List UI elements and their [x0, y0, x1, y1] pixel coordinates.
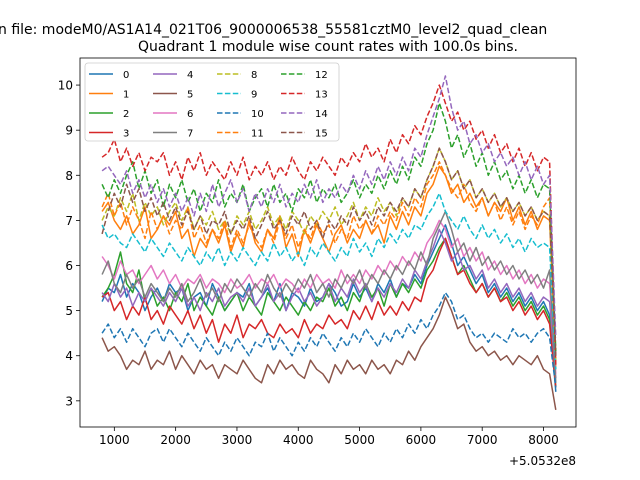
series-line-7: [101, 210, 557, 383]
x-tick-label: 2000: [160, 433, 191, 447]
legend-label-6: 6: [187, 109, 193, 120]
legend-frame: [84, 62, 340, 142]
legend-label-15: 15: [315, 129, 328, 140]
series-line-10: [101, 291, 557, 388]
x-tick-label: 6000: [406, 433, 437, 447]
y-tick-label: 5: [65, 304, 73, 318]
legend-label-11: 11: [251, 129, 264, 140]
legend-label-12: 12: [315, 70, 328, 81]
series-line-15: [101, 147, 557, 356]
legend-label-1: 1: [123, 90, 129, 101]
y-tick-label: 10: [58, 79, 73, 93]
legend-label-0: 0: [123, 70, 129, 81]
series-layer: [101, 75, 557, 411]
x-offset-label: +5.0532e8: [509, 454, 576, 468]
x-tick-label: 5000: [344, 433, 375, 447]
legend-label-14: 14: [315, 109, 328, 120]
series-line-9: [101, 192, 557, 370]
series-line-5: [101, 296, 557, 411]
y-tick-label: 6: [65, 259, 73, 273]
legend-label-4: 4: [187, 70, 193, 81]
legend-label-5: 5: [187, 90, 193, 101]
series-line-11: [101, 161, 557, 356]
figure-suptitle: n file: modeM0/AS1A14_021T06_9000006538_…: [0, 22, 547, 38]
series-line-4: [101, 228, 557, 379]
chart-title: Quadrant 1 module wise count rates with …: [138, 39, 518, 55]
y-tick-label: 8: [65, 169, 73, 183]
legend-label-10: 10: [251, 109, 264, 120]
y-tick-label: 7: [65, 214, 73, 228]
x-tick-label: 3000: [222, 433, 253, 447]
x-tick-label: 1000: [99, 433, 130, 447]
series-line-6: [101, 219, 557, 374]
legend-label-2: 2: [123, 109, 129, 120]
x-tick-label: 7000: [467, 433, 498, 447]
series-line-13: [101, 84, 557, 365]
x-tick-label: 4000: [283, 433, 314, 447]
legend-label-3: 3: [123, 129, 129, 140]
axes-frame: [79, 57, 577, 428]
legend-label-13: 13: [315, 90, 328, 101]
legend-label-8: 8: [251, 70, 257, 81]
series-line-14: [101, 75, 557, 338]
legend-label-9: 9: [251, 90, 257, 101]
series-line-3: [101, 237, 557, 388]
y-tick-label: 4: [65, 349, 73, 363]
x-axis: 1000 2000 3000 4000 5000 6000 7000 8000: [99, 427, 559, 447]
series-line-12: [101, 102, 557, 352]
x-tick-label: 8000: [528, 433, 559, 447]
y-tick-label: 9: [65, 124, 73, 138]
y-tick-label: 3: [65, 394, 73, 408]
y-axis: 3 4 5 6 7 8 9 10: [58, 79, 80, 408]
legend-label-7: 7: [187, 129, 193, 140]
